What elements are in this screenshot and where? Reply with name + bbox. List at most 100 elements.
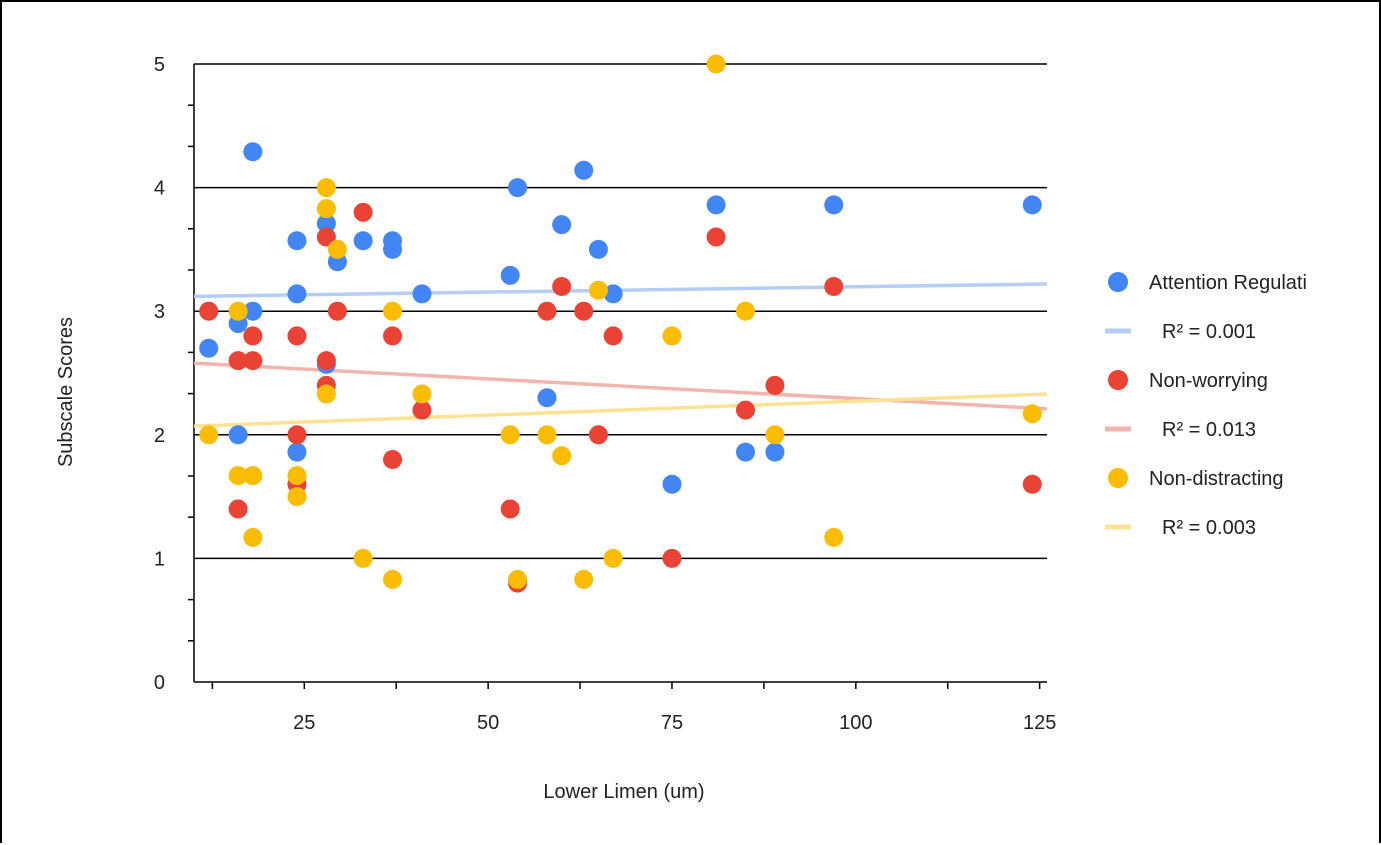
data-point <box>736 442 756 462</box>
x-tick-label: 125 <box>1023 712 1056 734</box>
y-tick-label: 3 <box>154 301 165 323</box>
trendline <box>193 392 1048 428</box>
data-point <box>243 527 263 547</box>
data-point <box>706 54 726 74</box>
data-point <box>316 213 336 233</box>
data-point <box>287 425 307 445</box>
y-axis-label: Subscale Scores <box>55 317 77 467</box>
legend-trend-label: R² = 0.003 <box>1162 517 1256 539</box>
data-point <box>383 239 403 259</box>
data-point <box>412 400 432 420</box>
data-point <box>228 499 248 519</box>
data-point <box>603 326 623 346</box>
data-point <box>736 301 756 321</box>
data-point <box>243 466 263 486</box>
data-point <box>706 195 726 215</box>
legend-marker <box>1108 370 1128 390</box>
data-point <box>588 280 608 300</box>
data-point <box>287 487 307 507</box>
data-point <box>287 284 307 304</box>
data-point <box>412 384 432 404</box>
data-point <box>537 301 557 321</box>
data-point <box>662 474 682 494</box>
data-point <box>588 239 608 259</box>
y-tick-label: 1 <box>154 548 165 570</box>
data-point <box>243 326 263 346</box>
data-point <box>316 351 336 371</box>
data-point <box>327 239 347 259</box>
data-point <box>662 548 682 568</box>
axis-labels: Lower Limen (um) Subscale Scores <box>55 317 705 803</box>
data-point <box>287 231 307 251</box>
data-point <box>824 276 844 296</box>
data-point <box>228 301 248 321</box>
data-point <box>383 450 403 470</box>
x-tick-label: 50 <box>477 712 499 734</box>
x-axis-label: Lower Limen (um) <box>543 781 704 803</box>
legend-trend-label: R² = 0.001 <box>1162 321 1256 343</box>
data-point <box>383 569 403 589</box>
data-point <box>383 326 403 346</box>
y-tick-label: 4 <box>154 178 165 200</box>
data-point <box>500 425 520 445</box>
data-point <box>500 499 520 519</box>
data-point <box>765 375 785 395</box>
gridlines <box>194 63 1047 560</box>
y-tick-label: 5 <box>154 54 165 76</box>
data-point <box>353 548 373 568</box>
x-tick-label: 75 <box>661 712 683 734</box>
data-point <box>327 301 347 321</box>
data-point <box>603 284 623 304</box>
data-point <box>243 351 263 371</box>
data-point <box>824 527 844 547</box>
data-point <box>603 548 623 568</box>
data-point <box>1022 404 1042 424</box>
data-point <box>552 215 572 235</box>
data-point <box>537 388 557 408</box>
data-point <box>353 231 373 251</box>
data-point <box>316 199 336 219</box>
data-point <box>574 301 594 321</box>
data-point <box>537 425 557 445</box>
data-point <box>353 202 373 222</box>
legend-marker <box>1108 468 1128 488</box>
data-point <box>765 442 785 462</box>
data-point <box>383 301 403 321</box>
legend: Attention Regulati R² = 0.001 Non-worrying… <box>1105 272 1307 539</box>
data-point <box>287 442 307 462</box>
x-tick-label: 25 <box>293 712 315 734</box>
data-point <box>574 569 594 589</box>
data-point <box>500 265 520 285</box>
legend-trend-label: R² = 0.013 <box>1162 419 1256 441</box>
data-point <box>243 142 263 162</box>
data-point <box>508 178 528 198</box>
data-point <box>824 195 844 215</box>
y-tick-label: 2 <box>154 425 165 447</box>
data-point <box>588 425 608 445</box>
legend-series-label: Attention Regulati <box>1149 272 1307 294</box>
data-point <box>316 227 336 247</box>
data-point <box>736 400 756 420</box>
data-points <box>199 54 1042 593</box>
legend-series-label: Non-worrying <box>1149 370 1268 392</box>
data-point <box>199 338 219 358</box>
data-point <box>316 384 336 404</box>
data-point <box>199 425 219 445</box>
data-point <box>552 446 572 466</box>
data-point <box>228 425 248 445</box>
x-tick-label: 100 <box>839 712 872 734</box>
data-point <box>765 425 785 445</box>
data-point <box>228 466 248 486</box>
data-point <box>574 160 594 180</box>
data-point <box>1022 195 1042 215</box>
data-point <box>706 227 726 247</box>
data-point <box>662 326 682 346</box>
data-point <box>412 284 432 304</box>
axes: 0 1 2 3 4 5 25 50 75 100 125 <box>154 54 1056 734</box>
data-point <box>552 276 572 296</box>
data-point <box>316 178 336 198</box>
trendline <box>193 361 1048 411</box>
data-point <box>287 466 307 486</box>
